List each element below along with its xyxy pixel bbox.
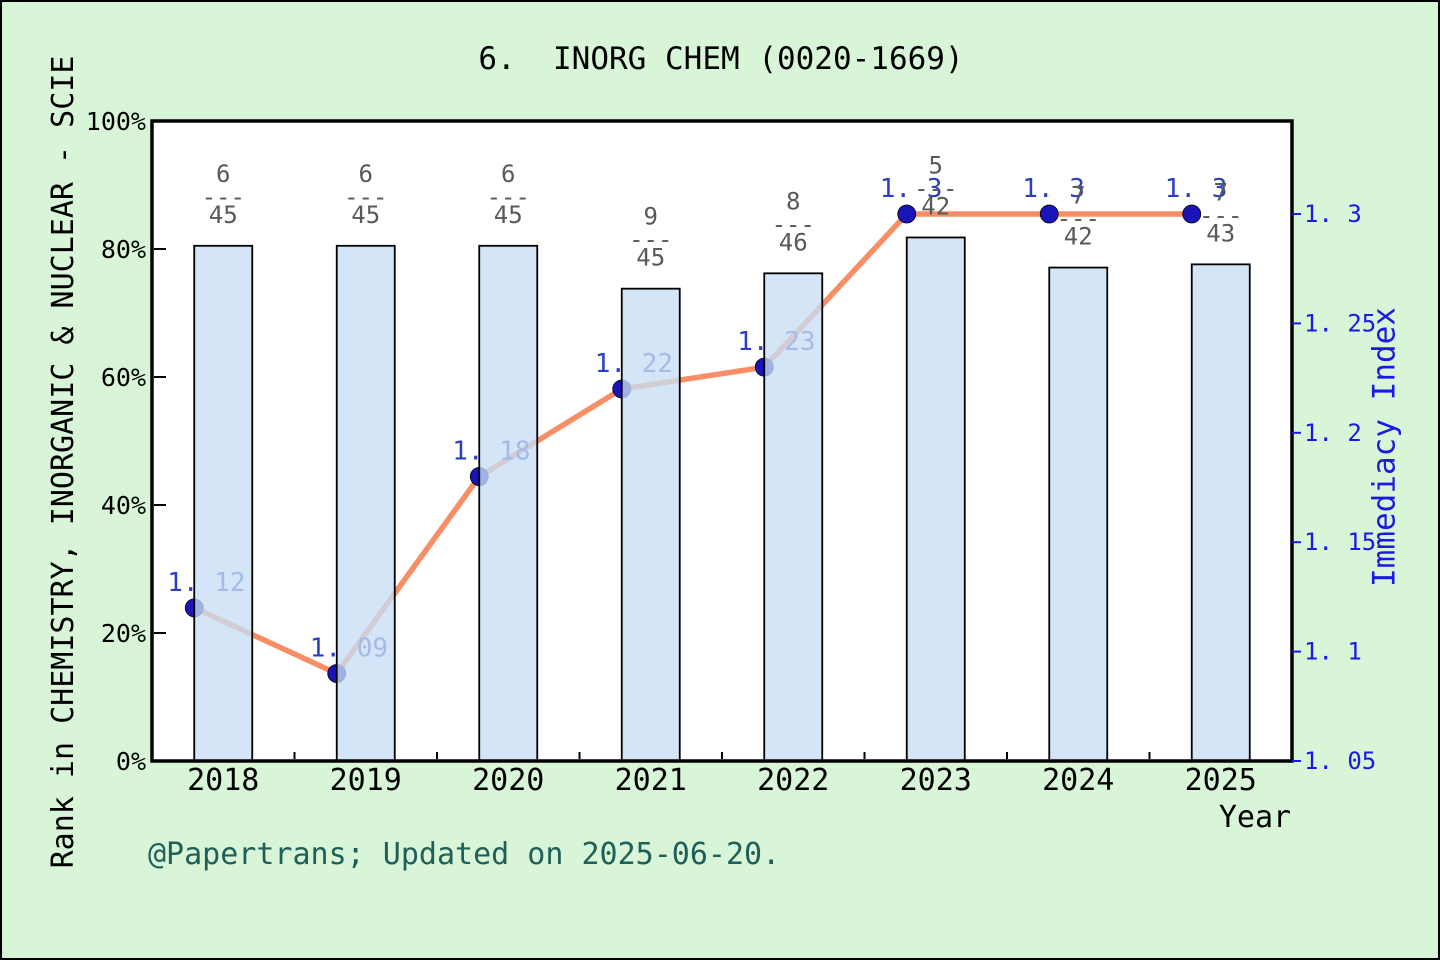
fraction-denominator-2023: 42 xyxy=(921,192,950,220)
fraction-numerator-2022: 8 xyxy=(786,187,800,215)
point-value-label-2023: 1. 3 xyxy=(880,174,943,204)
year-tick-label-2025: 2025 xyxy=(1185,763,1257,798)
fraction-denominator-2024: 42 xyxy=(1064,223,1093,251)
year-tick-label-2021: 2021 xyxy=(615,763,687,798)
fraction-numerator-2021: 9 xyxy=(644,203,658,231)
bar-2019 xyxy=(335,244,396,762)
bar-2023 xyxy=(905,236,966,762)
bar-2020 xyxy=(478,244,539,762)
line-point-2024 xyxy=(1039,204,1059,224)
right-tick-label-1.25: 1. 25 xyxy=(1304,309,1376,337)
fraction-dash-2020: --- xyxy=(487,183,530,211)
fraction-dash-2018: --- xyxy=(202,183,245,211)
fraction-denominator-2018: 45 xyxy=(209,201,238,229)
fraction-denominator-2022: 46 xyxy=(779,228,808,256)
bar-2022 xyxy=(763,272,824,762)
plot-frame xyxy=(150,119,1294,763)
fraction-numerator-2023: 5 xyxy=(929,151,943,179)
year-tick-label-2019: 2019 xyxy=(330,763,402,798)
left-tick-label-100: 100% xyxy=(86,107,146,136)
right-axis-title: Immediacy Index xyxy=(1366,307,1403,587)
x-axis-title: Year xyxy=(1218,800,1292,835)
chart-title: 6. INORG CHEM (0020-1669) xyxy=(478,41,964,77)
fraction-numerator-2020: 6 xyxy=(501,160,515,188)
fraction-dash-2025: --- xyxy=(1199,201,1242,229)
point-value-label-2024: 1. 3 xyxy=(1022,174,1085,204)
right-tick-label-1.1: 1. 1 xyxy=(1304,638,1362,666)
bar-2025 xyxy=(1190,263,1251,762)
fraction-dash-2023: --- xyxy=(914,174,957,202)
right-tick-label-1.05: 1. 05 xyxy=(1304,747,1376,775)
right-tick-label-1.3: 1. 3 xyxy=(1304,200,1362,228)
bar-2024 xyxy=(1048,266,1109,762)
fraction-denominator-2021: 45 xyxy=(636,244,665,272)
right-tick-label-1.15: 1. 15 xyxy=(1304,528,1376,556)
bar-2021 xyxy=(620,287,681,762)
fraction-dash-2022: --- xyxy=(772,210,815,238)
line-point-2023 xyxy=(897,204,917,224)
left-tick-label-20: 20% xyxy=(101,619,146,648)
year-tick-label-2018: 2018 xyxy=(187,763,259,798)
right-tick-label-1.2: 1. 2 xyxy=(1304,419,1362,447)
fraction-denominator-2019: 45 xyxy=(351,201,380,229)
year-tick-label-2022: 2022 xyxy=(757,763,829,798)
fraction-numerator-2024: 7 xyxy=(1071,182,1085,210)
year-tick-label-2020: 2020 xyxy=(472,763,544,798)
left-tick-label-80: 80% xyxy=(101,235,146,264)
fraction-numerator-2019: 6 xyxy=(359,160,373,188)
fraction-denominator-2025: 43 xyxy=(1206,219,1235,247)
fraction-dash-2019: --- xyxy=(344,183,387,211)
fraction-denominator-2020: 45 xyxy=(494,201,523,229)
left-tick-label-0: 0% xyxy=(116,747,146,776)
footer-credit: @Papertrans; Updated on 2025-06-20. xyxy=(148,837,781,872)
fraction-dash-2024: --- xyxy=(1057,205,1100,233)
fraction-dash-2021: --- xyxy=(629,226,672,254)
line-point-2025 xyxy=(1182,204,1202,224)
point-value-label-2025: 1. 3 xyxy=(1165,174,1228,204)
year-tick-label-2024: 2024 xyxy=(1042,763,1114,798)
year-tick-label-2023: 2023 xyxy=(900,763,972,798)
left-tick-label-40: 40% xyxy=(101,491,146,520)
fraction-numerator-2018: 6 xyxy=(216,160,230,188)
bar-2018 xyxy=(193,244,254,762)
left-axis-title: Rank in CHEMISTRY, INORGANIC & NUCLEAR -… xyxy=(46,55,81,869)
left-tick-label-60: 60% xyxy=(101,363,146,392)
fraction-numerator-2025: 7 xyxy=(1214,178,1228,206)
